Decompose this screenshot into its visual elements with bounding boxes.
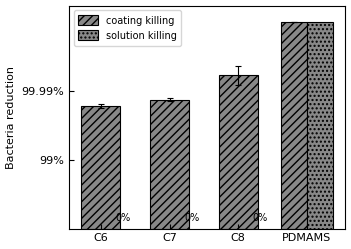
Text: 0%: 0% [184, 213, 199, 223]
Bar [307, 22, 333, 229]
Bar [150, 100, 189, 229]
Text: 0%: 0% [115, 213, 131, 223]
Bar [281, 22, 307, 229]
Text: 0%: 0% [253, 213, 268, 223]
Legend: coating killing, solution killing: coating killing, solution killing [74, 10, 181, 46]
Bar [219, 75, 258, 229]
Bar [81, 106, 120, 229]
Y-axis label: Bacteria reduction: Bacteria reduction [6, 65, 15, 169]
